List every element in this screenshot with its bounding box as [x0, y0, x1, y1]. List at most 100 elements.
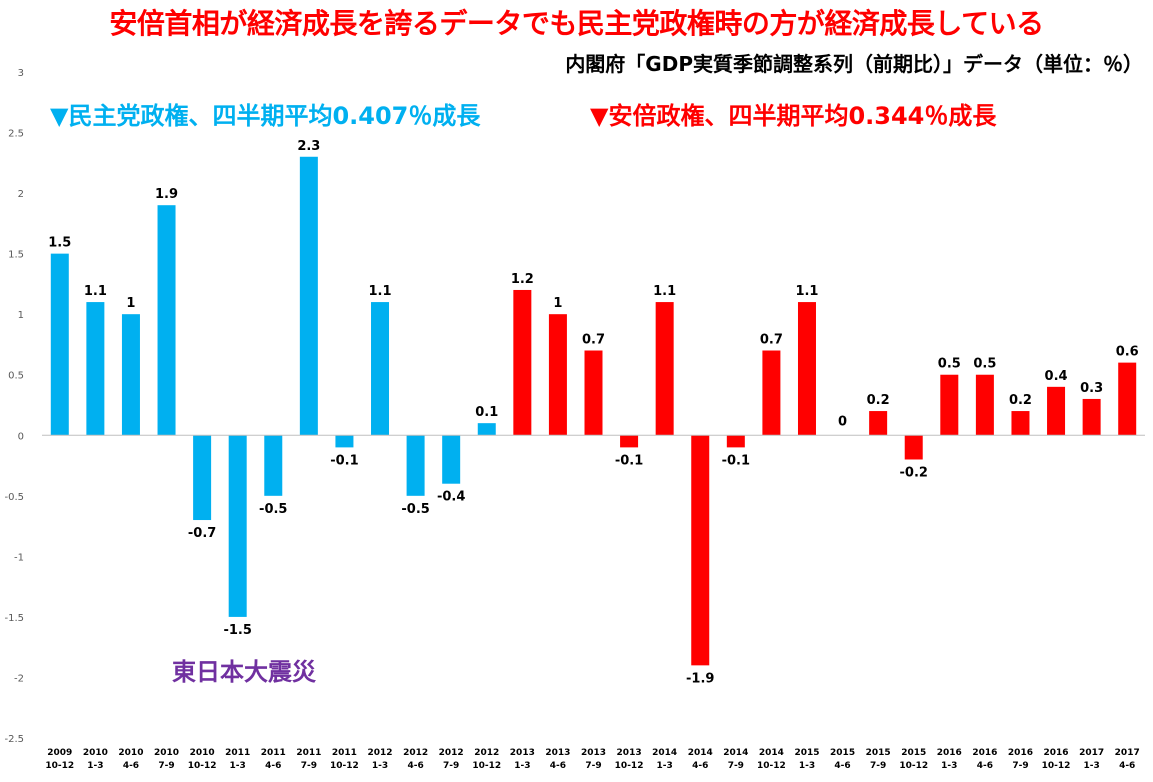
bar-2017-1-3	[1082, 398, 1101, 436]
x-tick-year: 2012	[367, 748, 392, 758]
bar-2013-4-6	[548, 314, 567, 436]
x-tick-quarter: 7-9	[585, 761, 601, 771]
x-tick-quarter: 10-12	[899, 761, 928, 771]
x-tick-year: 2013	[617, 748, 642, 758]
x-tick-year: 2011	[261, 748, 286, 758]
bar-2014-10-12	[762, 350, 781, 436]
bar-2012-1-3	[371, 302, 390, 436]
x-tick-quarter: 4-6	[550, 761, 566, 771]
data-label: -0.5	[259, 502, 287, 517]
earthquake-annotation: 東日本大震災	[172, 658, 316, 686]
chart-subtitle: 内閣府「GDP実質季節調整系列（前期比）」データ（単位：％）	[565, 52, 1143, 76]
y-tick-label: 3	[18, 68, 24, 79]
bar-2010-10-12	[193, 435, 212, 521]
bar-2013-10-12	[620, 435, 639, 448]
x-tick-year: 2017	[1079, 748, 1104, 758]
x-tick-quarter: 4-6	[977, 761, 993, 771]
y-tick-label: -0.5	[4, 492, 24, 503]
y-tick-label: -2.5	[4, 734, 24, 745]
y-tick-label: 0.5	[8, 371, 24, 382]
x-tick-quarter: 10-12	[1042, 761, 1071, 771]
x-tick-quarter: 1-3	[87, 761, 103, 771]
data-label: 0.6	[1116, 345, 1139, 360]
x-tick-year: 2014	[723, 748, 748, 758]
data-label: -0.1	[615, 453, 643, 468]
data-label: 1.1	[84, 284, 107, 299]
x-tick-year: 2016	[1008, 748, 1033, 758]
data-label: 0.2	[1009, 393, 1032, 408]
x-tick-quarter: 4-6	[1119, 761, 1135, 771]
data-label: 0.7	[582, 333, 605, 348]
data-label: 2.3	[297, 139, 320, 154]
data-label: -1.9	[686, 671, 714, 686]
x-axis: 2009 10-12 2010 1-3 2010 4-6 2010 7-9 2010 10-12 2…	[45, 748, 1139, 771]
x-tick-quarter: 4-6	[834, 761, 850, 771]
bar-2011-7-9	[299, 156, 318, 436]
x-tick-quarter: 10-12	[188, 761, 217, 771]
x-tick-quarter: 4-6	[123, 761, 139, 771]
x-tick-quarter: 1-3	[230, 761, 246, 771]
x-tick-quarter: 1-3	[1083, 761, 1099, 771]
y-tick-label: -1	[14, 552, 24, 563]
x-tick-year: 2016	[1044, 748, 1069, 758]
bar-2016-4-6	[975, 374, 994, 436]
x-tick-quarter: 4-6	[692, 761, 708, 771]
x-tick-year: 2011	[332, 748, 357, 758]
data-labels: 1.5 1.1 1 1.9 -0.7 -1.5 -0.5 2.3 -0.1 1.1 -0.5 -0.4…	[48, 139, 1138, 687]
x-tick-quarter: 10-12	[45, 761, 74, 771]
x-tick-year: 2010	[118, 748, 143, 758]
dpj-average-annotation: ▼民主党政権、四半期平均0.407％成長	[50, 102, 481, 130]
x-tick-year: 2015	[794, 748, 819, 758]
x-tick-year: 2010	[154, 748, 179, 758]
bar-2014-7-9	[726, 435, 745, 448]
bar-2016-7-9	[1011, 411, 1030, 436]
x-tick-year: 2015	[901, 748, 926, 758]
data-label: -0.5	[401, 502, 429, 517]
data-label: 1.1	[795, 284, 818, 299]
data-label: -0.4	[437, 490, 465, 505]
x-tick-quarter: 4-6	[265, 761, 281, 771]
data-label: -0.7	[188, 526, 216, 541]
x-tick-quarter: 10-12	[757, 761, 786, 771]
x-tick-year: 2017	[1115, 748, 1140, 758]
bar-2013-1-3	[513, 289, 532, 436]
x-tick-quarter: 7-9	[443, 761, 459, 771]
x-tick-quarter: 7-9	[870, 761, 886, 771]
x-tick-year: 2010	[83, 748, 108, 758]
bar-2011-1-3	[228, 435, 247, 617]
abe-average-annotation: ▼安倍政権、四半期平均0.344％成長	[590, 102, 997, 130]
data-label: -0.1	[722, 453, 750, 468]
chart-title: 安倍首相が経済成長を誇るデータでも民主党政権時の方が経済成長している	[109, 7, 1044, 40]
bar-2016-1-3	[940, 374, 959, 436]
x-tick-year: 2014	[652, 748, 677, 758]
data-label: -0.1	[330, 453, 358, 468]
x-tick-quarter: 7-9	[301, 761, 317, 771]
y-tick-label: 1.5	[8, 250, 24, 261]
data-label: 0.5	[973, 357, 996, 372]
x-tick-year: 2011	[296, 748, 321, 758]
x-tick-quarter: 4-6	[407, 761, 423, 771]
y-tick-label: 1	[18, 310, 24, 321]
data-label: -1.5	[223, 623, 251, 638]
x-tick-year: 2013	[581, 748, 606, 758]
x-tick-quarter: 1-3	[657, 761, 673, 771]
x-tick-year: 2016	[972, 748, 997, 758]
bar-2011-10-12	[335, 435, 354, 448]
data-label: 1.1	[653, 284, 676, 299]
bar-2014-1-3	[655, 302, 674, 436]
bar-2012-10-12	[477, 423, 496, 436]
x-tick-quarter: 10-12	[330, 761, 359, 771]
bar-2010-7-9	[157, 205, 176, 436]
bar-2015-7-9	[869, 411, 888, 436]
data-label: 1	[126, 296, 135, 311]
x-tick-quarter: 1-3	[799, 761, 815, 771]
y-tick-label: -1.5	[4, 613, 24, 624]
x-tick-year: 2014	[759, 748, 784, 758]
bar-2015-1-3	[797, 302, 816, 436]
x-tick-year: 2012	[474, 748, 499, 758]
bar-2011-4-6	[264, 435, 283, 496]
data-label: 1.5	[48, 236, 71, 251]
data-label: 0	[838, 414, 847, 429]
x-tick-year: 2012	[439, 748, 464, 758]
